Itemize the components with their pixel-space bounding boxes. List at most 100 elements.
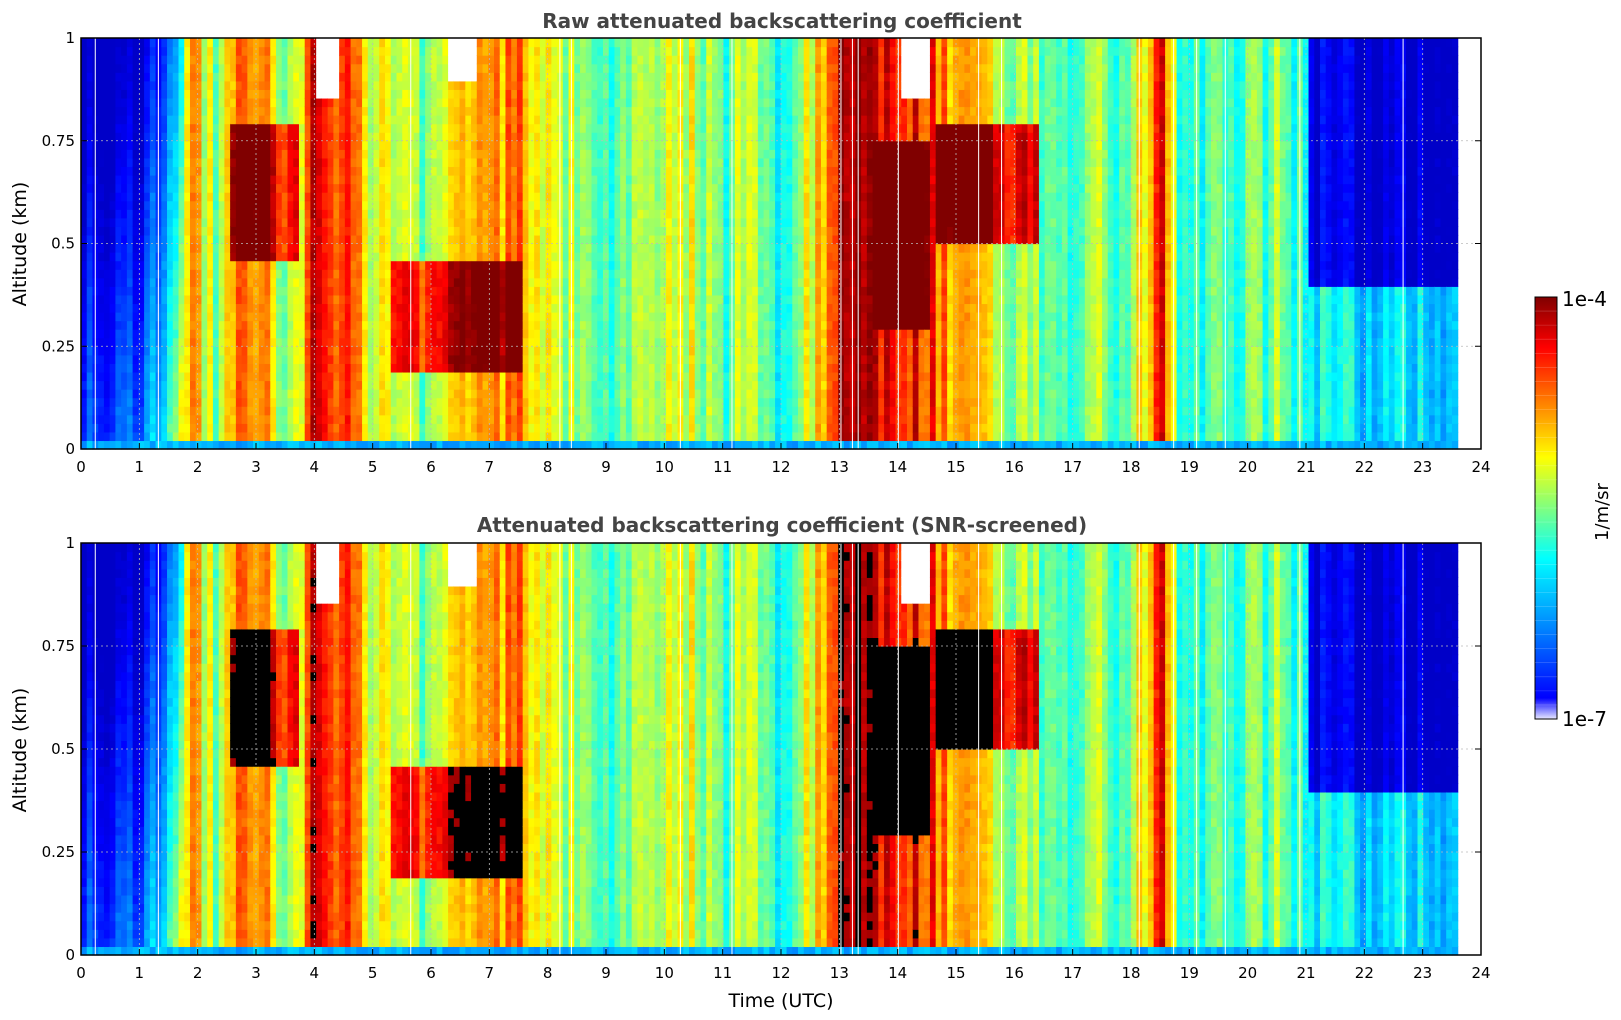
heatmap-cell [344,260,352,270]
heatmap-cell [287,38,294,48]
heatmap-cell [562,157,570,168]
heatmap-cell [545,380,552,390]
heatmap-cell [425,294,432,305]
heatmap-cell [591,89,598,99]
heatmap-cell [247,89,254,99]
heatmap-cell [264,243,271,253]
heatmap-cell [218,252,226,262]
heatmap-cell [344,123,352,133]
heatmap-cell [608,397,616,407]
heatmap-cell [247,175,254,185]
heatmap-cell [608,414,616,424]
heatmap-cell [442,294,449,305]
heatmap-cell [436,286,443,296]
heatmap-cell [321,72,329,82]
heatmap-cell [281,380,289,390]
heatmap-cell [339,106,346,116]
heatmap-cell [281,234,289,245]
heatmap-cell [212,286,220,296]
heatmap-cell [528,192,535,202]
heatmap-cell [132,286,139,296]
heatmap-cell [258,149,266,159]
heatmap-cell [522,363,530,373]
heatmap-cell [430,72,438,82]
heatmap-cell [258,414,266,424]
heatmap-cell [643,55,650,65]
heatmap-cell [591,132,598,142]
heatmap-cell [476,320,484,330]
heatmap-cell [287,243,294,253]
heatmap-cell [167,38,174,48]
heatmap-cell [551,303,558,313]
heatmap-cell [608,106,616,116]
heatmap-cell [373,286,380,296]
heatmap-cell [195,72,203,82]
heatmap-cell [465,406,472,416]
heatmap-cell [86,252,94,262]
heatmap-cell [218,46,226,56]
heatmap-cell [385,354,392,364]
heatmap-cell [499,217,507,227]
heatmap-cell [258,72,266,82]
heatmap-cell [654,337,661,347]
heatmap-cell [247,80,254,90]
heatmap-cell [224,260,231,270]
heatmap-cell [643,431,650,442]
heatmap-cell [81,329,88,339]
heatmap-cell [654,346,661,356]
heatmap-cell [161,312,168,322]
heatmap-cell [367,55,375,65]
heatmap-cell [608,312,616,322]
heatmap-cell [585,38,593,48]
heatmap-cell [207,80,214,90]
heatmap-cell [316,252,323,262]
heatmap-cell [419,277,426,287]
heatmap-cell [419,440,426,450]
heatmap-cell [430,132,438,142]
heatmap-cell [522,397,530,407]
heatmap-cell [648,286,656,296]
heatmap-cell [597,406,604,416]
heatmap-cell [402,183,409,193]
heatmap-cell [373,252,380,262]
heatmap-cell [121,286,128,296]
heatmap-cell [419,157,426,168]
heatmap-cell [287,183,294,193]
heatmap-cell [373,63,380,73]
heatmap-cell [505,371,512,382]
heatmap-cell [591,234,598,245]
heatmap-cell [448,183,455,193]
heatmap-cell [574,294,581,305]
heatmap-cell [253,423,260,433]
heatmap-cell [488,97,495,108]
heatmap-cell [499,183,507,193]
heatmap-cell [276,192,283,202]
heatmap-cell [436,346,443,356]
heatmap-cell [402,414,409,424]
heatmap-cell [235,303,243,313]
heatmap-cell [235,80,243,90]
heatmap-cell [419,115,426,125]
heatmap-cell [115,200,122,210]
heatmap-cell [241,431,248,442]
heatmap-cell [212,123,220,133]
heatmap-cell [281,80,289,90]
heatmap-cell [471,414,478,424]
heatmap-cell [184,337,191,347]
heatmap-cell [591,389,598,399]
heatmap-cell [184,397,191,407]
heatmap-cell [316,414,323,424]
heatmap-cell [81,243,88,253]
heatmap-cell [207,226,214,236]
heatmap-cell [321,38,329,48]
heatmap-cell [654,149,661,159]
heatmap-cell [81,226,88,236]
heatmap-cell [453,363,461,373]
heatmap-cell [637,183,644,193]
heatmap-cell [631,414,639,424]
heatmap-cell [459,55,466,65]
heatmap-cell [488,380,495,390]
heatmap-cell [172,440,180,450]
heatmap-cell [379,414,386,424]
heatmap-cell [241,252,248,262]
